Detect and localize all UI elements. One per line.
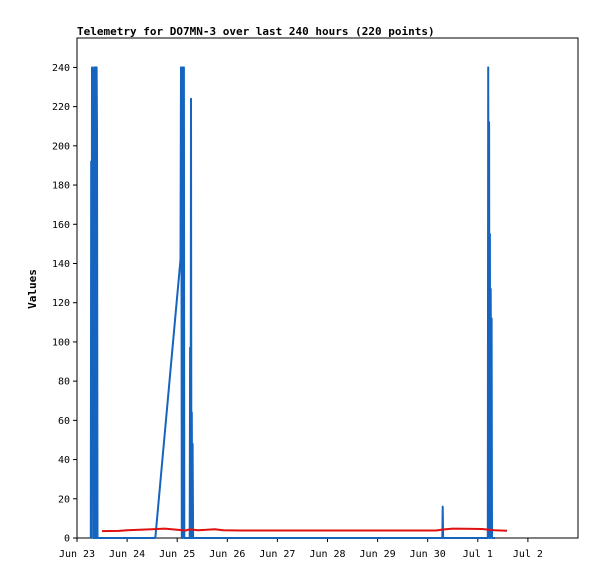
y-tick-label: 120 xyxy=(52,298,70,309)
x-tick-label: Jun 27 xyxy=(259,549,295,560)
y-tick-label: 180 xyxy=(52,181,70,192)
y-tick-label: 100 xyxy=(52,337,70,348)
y-tick-label: 20 xyxy=(58,494,70,505)
x-tick-label: Jun 24 xyxy=(109,549,145,560)
y-tick-label: 0 xyxy=(64,534,70,545)
y-tick-label: 220 xyxy=(52,102,70,113)
x-tick-label: Jun 28 xyxy=(309,549,345,560)
x-axis: Jun 23 Jun 24 Jun 25 Jun 26 Jun 27 Jun 28 Jun … xyxy=(59,538,543,560)
y-axis-label: Values xyxy=(26,269,39,309)
x-tick-label: Jul 1 xyxy=(463,549,493,560)
x-tick-label: Jul 2 xyxy=(513,549,543,560)
y-tick-label: 60 xyxy=(58,416,70,427)
x-tick-label: Jun 29 xyxy=(360,549,396,560)
plot-frame xyxy=(76,37,579,539)
series-line-1 xyxy=(89,66,496,539)
series-line-2 xyxy=(101,527,508,533)
y-tick-label: 240 xyxy=(52,63,70,74)
y-axis: 0 20 40 60 80 100 120 140 160 180 200 220 240 xyxy=(52,63,77,545)
y-tick-label: 200 xyxy=(52,141,70,152)
y-tick-label: 160 xyxy=(52,220,70,231)
x-tick-label: Jun 26 xyxy=(209,549,245,560)
x-tick-label: Jun 23 xyxy=(59,549,95,560)
x-tick-label: Jun 25 xyxy=(159,549,195,560)
y-tick-label: 80 xyxy=(58,377,70,388)
series-group xyxy=(89,66,508,539)
y-tick-label: 140 xyxy=(52,259,70,270)
y-tick-label: 40 xyxy=(58,455,70,466)
chart-title: Telemetry for DO7MN-3 over last 240 hour… xyxy=(77,25,435,38)
x-tick-label: Jun 30 xyxy=(410,549,446,560)
